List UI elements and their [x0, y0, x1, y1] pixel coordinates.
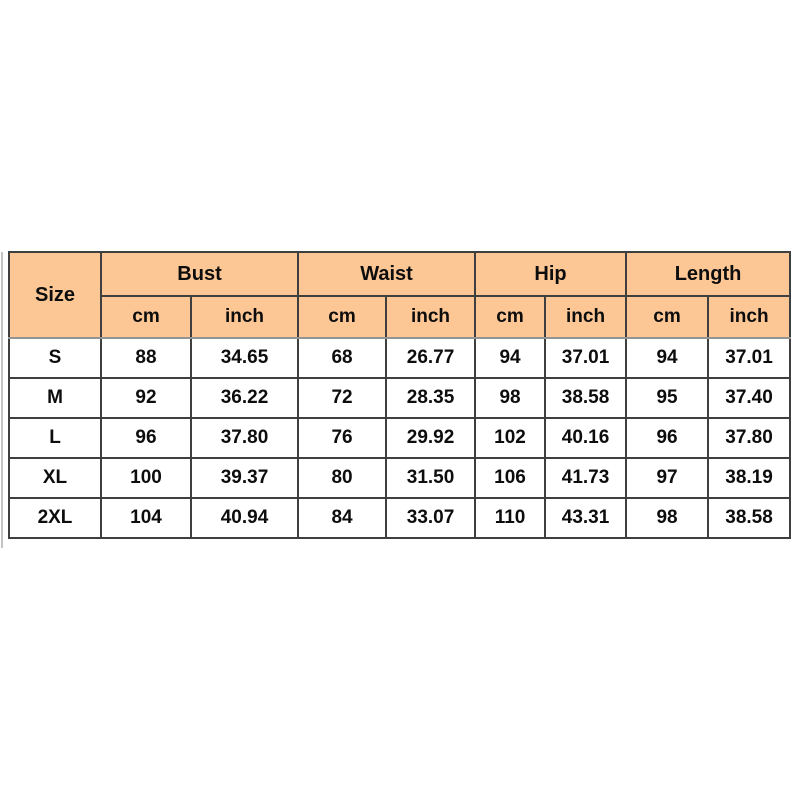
measurement-cell: 72 [297, 377, 388, 419]
left-edge-shadow [1, 252, 3, 548]
table-row-s: S 88 34.65 68 26.77 94 37.01 94 37.01 [8, 337, 792, 379]
measurement-cell: 94 [625, 337, 710, 379]
column-group-length: Length [625, 251, 792, 297]
table-row-m: M 92 36.22 72 28.35 98 38.58 95 37.40 [8, 377, 792, 419]
measurement-cell: 37.40 [707, 377, 792, 419]
group-header-row: Size Bust Waist Hip Length [8, 251, 792, 339]
table-row-xl: XL 100 39.37 80 31.50 106 41.73 97 38.19 [8, 457, 792, 499]
measurement-cell: 26.77 [385, 337, 477, 379]
measurement-cell: 68 [297, 337, 388, 379]
unit-header-length-cm: cm [625, 295, 710, 339]
size-cell: S [8, 337, 102, 379]
table-row-2xl: 2XL 104 40.94 84 33.07 110 43.31 98 38.5… [8, 497, 792, 539]
measurement-cell: 37.80 [707, 417, 792, 459]
measurement-cell: 37.01 [707, 337, 792, 379]
measurement-cell: 100 [100, 457, 192, 499]
measurement-cell: 40.94 [189, 497, 300, 539]
measurement-cell: 98 [625, 497, 710, 539]
measurement-cell: 41.73 [544, 457, 628, 499]
column-group-hip: Hip [474, 251, 628, 297]
measurement-cell: 102 [474, 417, 547, 459]
unit-header-waist-inch: inch [385, 295, 477, 339]
measurement-cell: 88 [100, 337, 192, 379]
size-chart-table: Size Bust Waist Hip Length cm inch cm in… [8, 251, 792, 539]
measurement-cell: 40.16 [544, 417, 628, 459]
unit-header-hip-cm: cm [474, 295, 547, 339]
column-group-bust: Bust [99, 251, 300, 297]
measurement-cell: 76 [297, 417, 388, 459]
measurement-cell: 37.01 [544, 337, 628, 379]
measurement-cell: 38.19 [707, 457, 792, 499]
measurement-cell: 33.07 [385, 497, 477, 539]
measurement-cell: 37.80 [189, 417, 300, 459]
measurement-cell: 38.58 [707, 497, 792, 539]
measurement-cell: 110 [474, 497, 547, 539]
measurement-cell: 34.65 [189, 337, 300, 379]
size-cell: XL [8, 457, 102, 499]
measurement-cell: 28.35 [385, 377, 477, 419]
size-cell: L [8, 417, 102, 459]
size-column-header: Size [8, 251, 102, 339]
size-cell: 2XL [8, 497, 102, 539]
measurement-cell: 104 [100, 497, 192, 539]
measurement-cell: 80 [297, 457, 388, 499]
measurement-cell: 94 [474, 337, 547, 379]
measurement-cell: 97 [625, 457, 710, 499]
measurement-cell: 96 [100, 417, 192, 459]
measurement-cell: 95 [625, 377, 710, 419]
measurement-cell: 31.50 [385, 457, 477, 499]
unit-header-hip-inch: inch [544, 295, 628, 339]
measurement-cell: 36.22 [189, 377, 300, 419]
measurement-cell: 43.31 [544, 497, 628, 539]
measurement-cell: 84 [297, 497, 388, 539]
unit-header-length-inch: inch [707, 295, 792, 339]
measurement-cell: 106 [474, 457, 547, 499]
unit-header-bust-inch: inch [189, 295, 300, 339]
measurement-cell: 29.92 [385, 417, 477, 459]
unit-header-bust-cm: cm [100, 295, 192, 339]
measurement-cell: 39.37 [189, 457, 300, 499]
unit-header-waist-cm: cm [297, 295, 388, 339]
table-row-l: L 96 37.80 76 29.92 102 40.16 96 37.80 [8, 417, 792, 459]
measurement-cell: 92 [100, 377, 192, 419]
measurement-cell: 98 [474, 377, 547, 419]
unit-header-row: cm inch cm inch cm inch cm inch [9, 295, 792, 339]
measurement-cell: 96 [625, 417, 710, 459]
measurement-cell: 38.58 [544, 377, 628, 419]
size-cell: M [8, 377, 102, 419]
column-group-waist: Waist [297, 251, 477, 297]
